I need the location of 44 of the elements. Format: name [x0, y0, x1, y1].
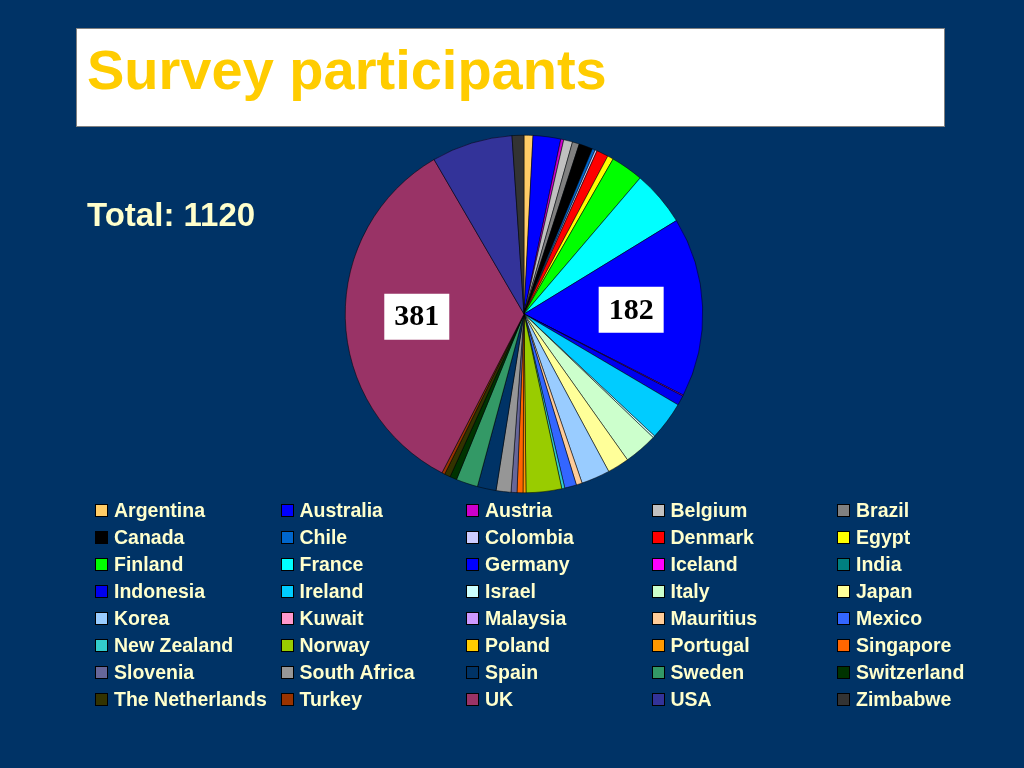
legend-label: Singapore: [856, 634, 952, 657]
legend-label: Poland: [485, 634, 551, 657]
legend-label: Japan: [856, 580, 913, 603]
legend-label: Indonesia: [114, 580, 206, 603]
legend-label: Israel: [485, 580, 536, 603]
legend-label: Portugal: [670, 634, 750, 657]
legend-label: Denmark: [670, 526, 754, 549]
legend-label: Mexico: [856, 607, 923, 630]
legend-label: France: [299, 553, 364, 576]
legend-label: Korea: [114, 607, 170, 630]
legend-label: UK: [485, 688, 514, 711]
legend-label: Slovenia: [114, 661, 195, 684]
legend-label: South Africa: [299, 661, 415, 684]
legend-label: Zimbabwe: [856, 688, 952, 711]
legend-label: Brazil: [856, 499, 910, 522]
legend-label: Kuwait: [299, 607, 364, 630]
legend-label: Chile: [299, 526, 348, 549]
legend-label: Turkey: [299, 688, 362, 711]
legend-label: Colombia: [485, 526, 574, 549]
legend-label: Canada: [114, 526, 185, 549]
legend-label: Sweden: [670, 661, 745, 684]
legend-label: Iceland: [670, 553, 738, 576]
legend-label: Finland: [114, 553, 184, 576]
data-label: 182: [608, 291, 654, 325]
data-label: 381: [394, 298, 440, 332]
legend-label: New Zealand: [114, 634, 234, 657]
legend-label: Switzerland: [856, 661, 965, 684]
legend-label: India: [856, 553, 902, 576]
legend-label: Belgium: [670, 499, 748, 522]
text: Total: 1120: [87, 196, 256, 234]
legend-label: USA: [670, 688, 712, 711]
legend-label: Malaysia: [485, 607, 567, 630]
legend-label: Ireland: [299, 580, 364, 603]
legend-label: Mauritius: [670, 607, 758, 630]
legend-label: Spain: [485, 661, 539, 684]
legend-label: Egypt: [856, 526, 911, 549]
chart-title: Survey participants: [87, 37, 607, 102]
legend-label: Australia: [299, 499, 383, 522]
legend-label: Austria: [485, 499, 553, 522]
legend-label: Argentina: [114, 499, 206, 522]
legend-label: Germany: [485, 553, 570, 576]
legend-label: Italy: [670, 580, 710, 603]
legend-label: The Netherlands: [114, 688, 267, 711]
legend-label: Norway: [299, 634, 370, 657]
